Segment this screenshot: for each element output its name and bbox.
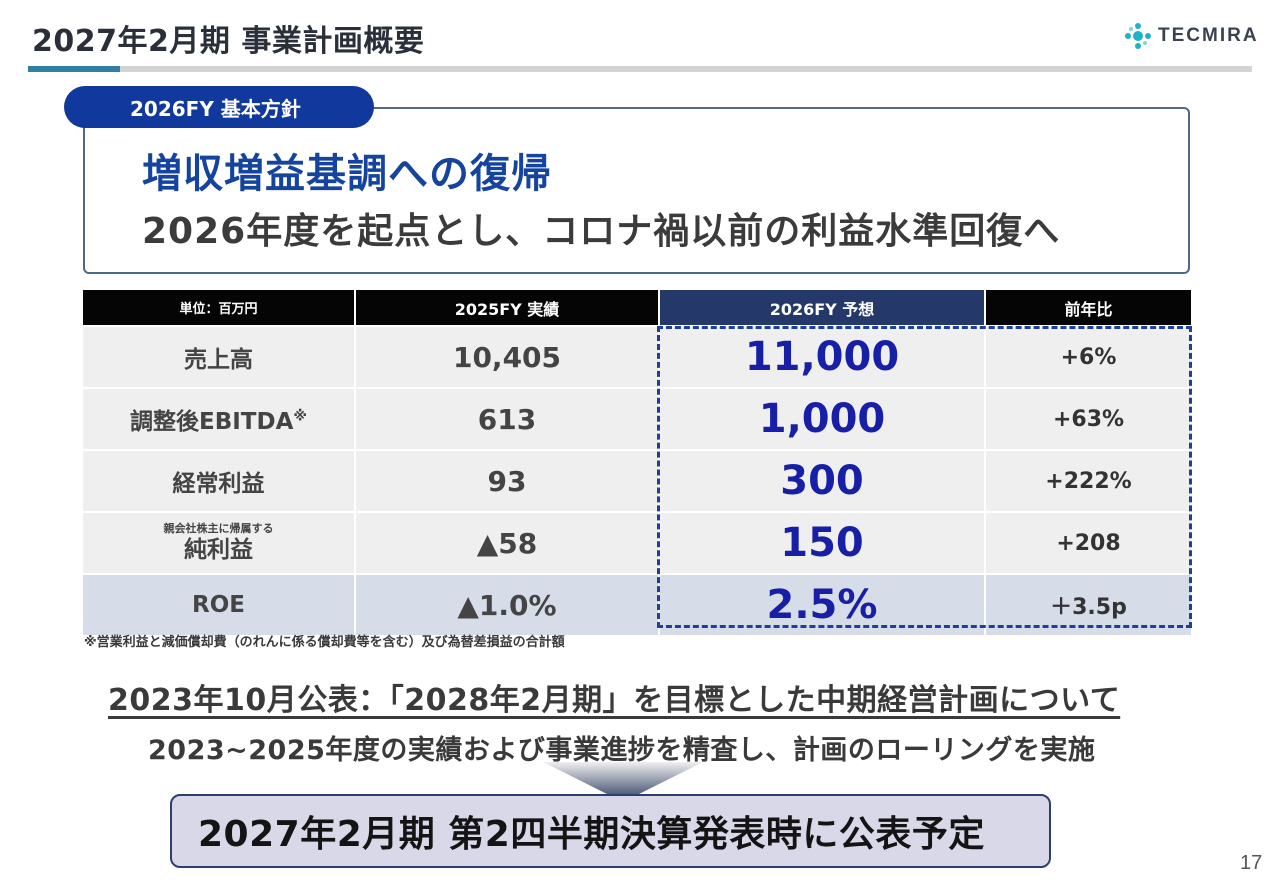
- table-header-row: 単位：百万円 2025FY 実績 2026FY 予想 前年比: [83, 290, 1191, 326]
- yoy-value: +222%: [985, 449, 1191, 512]
- row-label-main: 純利益: [184, 537, 253, 563]
- header-2026-forecast: 2026FY 予想: [659, 290, 986, 326]
- forecast-2026-value: 1,000: [659, 387, 986, 450]
- footnote-marker: ※: [293, 408, 307, 425]
- yoy-value: +208: [985, 511, 1191, 574]
- announcement-text: 2027年2月期 第2四半期決算発表時に公表予定: [198, 814, 985, 855]
- announcement-box: 2027年2月期 第2四半期決算発表時に公表予定: [170, 794, 1051, 868]
- plan-heading: 2023年10月公表：「2028年2月期」を目標とした中期経営計画について: [108, 683, 1121, 718]
- forecast-2026-value: 2.5%: [659, 573, 986, 635]
- financial-table: 単位：百万円 2025FY 実績 2026FY 予想 前年比 売上高 10,40…: [83, 290, 1191, 635]
- row-label: 売上高: [83, 325, 356, 388]
- table-row: 売上高 10,405 11,000 +6%: [83, 325, 1191, 388]
- page-number: 17: [1240, 852, 1263, 874]
- policy-subline: 2026年度を起点とし、コロナ禍以前の利益水準回復へ: [142, 211, 1061, 252]
- table-row: ROE ▲1.0% 2.5% ＋3.5p: [83, 573, 1191, 635]
- row-label: 調整後EBITDA※: [83, 387, 356, 450]
- row-label: ROE: [83, 573, 356, 635]
- policy-box: [83, 107, 1190, 274]
- row-label-small: 親会社株主に帰属する: [163, 522, 274, 535]
- tecmira-dots-icon: [1125, 23, 1151, 49]
- policy-headline: 増収増益基調への復帰: [142, 151, 552, 197]
- actual-2025-value: 613: [355, 387, 660, 450]
- forecast-2026-value: 300: [659, 449, 986, 512]
- actual-2025-value: 10,405: [355, 325, 660, 388]
- actual-2025-value: 93: [355, 449, 660, 512]
- title-divider: [28, 66, 1252, 72]
- row-label: 親会社株主に帰属する 純利益: [83, 511, 356, 574]
- table-row: 調整後EBITDA※ 613 1,000 +63%: [83, 387, 1191, 450]
- forecast-2026-value: 11,000: [659, 325, 986, 388]
- yoy-value: ＋3.5p: [985, 573, 1191, 635]
- table-row: 親会社株主に帰属する 純利益 ▲58 150 +208: [83, 511, 1191, 574]
- yoy-value: +6%: [985, 325, 1191, 388]
- actual-2025-value: ▲58: [355, 511, 660, 574]
- table-row: 経常利益 93 300 +222%: [83, 449, 1191, 512]
- plan-description: 2023~2025年度の実績および事業進捗を精査し、計画のローリングを実施: [148, 735, 1096, 766]
- logo-text: TECMIRA: [1158, 25, 1259, 46]
- policy-tag: 2026FY 基本方針: [64, 86, 374, 128]
- title-divider-accent: [28, 66, 120, 72]
- yoy-value: +63%: [985, 387, 1191, 450]
- header-unit: 単位：百万円: [83, 290, 356, 326]
- header-yoy: 前年比: [985, 290, 1191, 326]
- forecast-2026-value: 150: [659, 511, 986, 574]
- actual-2025-value: ▲1.0%: [355, 573, 660, 635]
- row-label: 経常利益: [83, 449, 356, 512]
- header-2025-actual: 2025FY 実績: [355, 290, 660, 326]
- page-title: 2027年2月期 事業計画概要: [32, 24, 425, 59]
- table-footnote: ※営業利益と減価償却費（のれんに係る償却費等を含む）及び為替差損益の合計額: [84, 635, 565, 650]
- company-logo: TECMIRA: [1124, 22, 1259, 50]
